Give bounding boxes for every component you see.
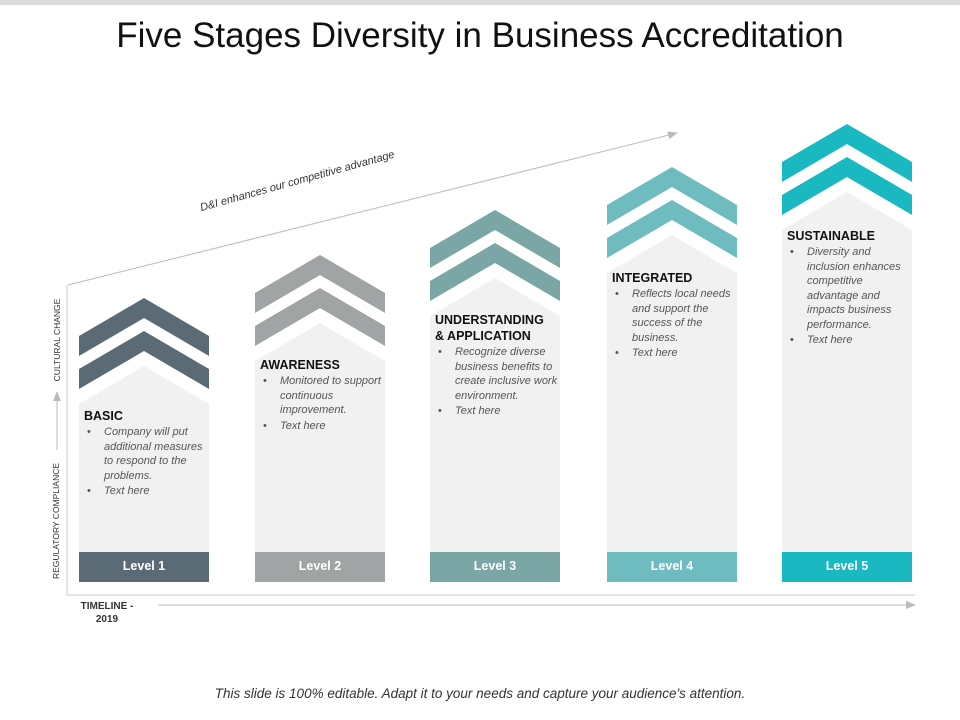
stage-text-block: SUSTAINABLE Diversity and inclusion enhan…	[787, 228, 915, 349]
stage-text-block: BASIC Company will put additional measure…	[84, 408, 212, 500]
stage-bullet: Diversity and inclusion enhances competi…	[787, 245, 915, 332]
trend-arrow	[67, 131, 678, 286]
stage-bullet: Recognize diverse business benefits to c…	[435, 345, 563, 403]
chevron-upper	[607, 167, 737, 225]
stage-bullet: Monitored to support continuous improvem…	[260, 374, 388, 418]
chevron-lower	[255, 288, 385, 346]
stage-bullet: Text here	[435, 404, 563, 419]
timeline-label: TIMELINE - 2019	[80, 601, 134, 625]
stage-heading: BASIC	[84, 409, 123, 423]
stage-bullet: Company will put additional measures to …	[84, 425, 212, 483]
stage-bullet: Text here	[787, 333, 915, 348]
chevron-lower	[782, 157, 912, 215]
stage-bullet: Text here	[84, 484, 212, 499]
regulatory-compliance-label: REGULATORY COMPLIANCE	[51, 462, 61, 580]
level-bar	[255, 552, 385, 582]
chevron-upper	[782, 124, 912, 182]
stage-text-block: UNDERSTANDING & APPLICATIONRecognize div…	[435, 312, 563, 420]
stage-bullet-list: Reflects local needs and support the suc…	[612, 287, 740, 361]
page-title: Five Stages Diversity in Business Accred…	[116, 16, 844, 55]
level-label: Level 4	[650, 559, 694, 573]
chevron-upper	[430, 210, 560, 268]
stage-bullet-list: Recognize diverse business benefits to c…	[435, 345, 563, 419]
level-bar	[607, 552, 737, 582]
stage-text-block: INTEGRATED Reflects local needs and suppo…	[612, 270, 740, 362]
stage-bullet: Reflects local needs and support the suc…	[612, 287, 740, 345]
stage-heading: INTEGRATED	[612, 271, 693, 285]
chevron-lower	[430, 243, 560, 301]
chevron-lower	[79, 331, 209, 389]
level-label: Level 2	[298, 559, 342, 573]
chevron-upper	[79, 298, 209, 356]
stage-heading: AWARENESS	[260, 358, 340, 372]
stage-heading: SUSTAINABLE	[787, 229, 875, 243]
chevron-lower	[607, 200, 737, 258]
level-bar	[782, 552, 912, 582]
stage-bullet: Text here	[612, 346, 740, 361]
stage-bullet-list: Diversity and inclusion enhances competi…	[787, 245, 915, 348]
level-label: Level 3	[473, 559, 517, 573]
chevron-upper	[255, 255, 385, 313]
level-bar	[79, 552, 209, 582]
stage-text-block: AWARENESS Monitored to support continuous…	[260, 357, 388, 434]
level-label: Level 1	[122, 559, 166, 573]
level-bar	[430, 552, 560, 582]
footer-note: This slide is 100% editable. Adapt it to…	[214, 686, 746, 701]
stage-heading: UNDERSTANDING & APPLICATION	[435, 313, 544, 343]
stage-bullet: Text here	[260, 419, 388, 434]
level-label: Level 5	[825, 559, 869, 573]
stage-bullet-list: Company will put additional measures to …	[84, 425, 212, 499]
top-accent-bar	[0, 0, 960, 5]
stage-bullet-list: Monitored to support continuous improvem…	[260, 374, 388, 433]
cultural-change-label: CULTURAL CHANGE	[52, 298, 62, 382]
